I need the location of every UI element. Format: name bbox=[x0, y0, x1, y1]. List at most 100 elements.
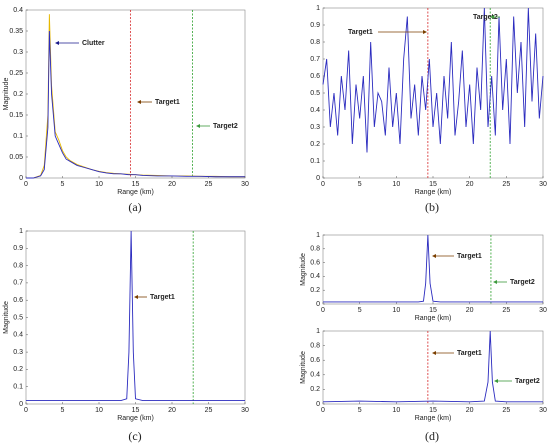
data-line bbox=[26, 30, 245, 179]
x-tick-label: 0 bbox=[321, 307, 325, 314]
arrow-head bbox=[134, 295, 138, 299]
x-axis-label: Range (km) bbox=[117, 415, 154, 422]
y-tick-label: 0 bbox=[19, 175, 23, 182]
plot-area bbox=[25, 9, 246, 179]
y-tick-label: 0.8 bbox=[13, 262, 23, 269]
annotation: Target2 bbox=[213, 123, 238, 130]
annotation: Target1 bbox=[457, 350, 482, 357]
y-tick-label: 0.1 bbox=[310, 158, 320, 165]
y-tick-label: 0.9 bbox=[310, 22, 320, 29]
x-axis-label: Range (km) bbox=[415, 415, 452, 422]
y-tick-label: 0.6 bbox=[13, 297, 23, 304]
y-tick-label: 0.2 bbox=[310, 386, 320, 393]
y-tick-label: 0.4 bbox=[13, 7, 23, 14]
x-tick-label: 20 bbox=[466, 307, 474, 314]
y-tick-label: 0.05 bbox=[9, 154, 23, 161]
arrow-head bbox=[432, 254, 436, 258]
arrow-head bbox=[196, 124, 200, 128]
arrow-head bbox=[55, 41, 59, 45]
y-tick-label: 0.8 bbox=[310, 246, 320, 253]
y-tick-label: 0.4 bbox=[13, 332, 23, 339]
arrow-head bbox=[493, 280, 497, 284]
y-tick-label: 0.6 bbox=[310, 73, 320, 80]
data-line bbox=[322, 330, 543, 403]
data-line bbox=[323, 234, 543, 303]
x-tick-label: 5 bbox=[358, 181, 362, 188]
y-tick-label: 0.5 bbox=[310, 90, 320, 97]
y-tick-label: 0.3 bbox=[13, 349, 23, 356]
x-axis-label: Range (km) bbox=[117, 189, 154, 196]
x-tick-label: 20 bbox=[168, 407, 176, 414]
y-tick-label: 0.6 bbox=[310, 357, 320, 364]
y-tick-label: 0 bbox=[316, 175, 320, 182]
y-tick-label: 0.3 bbox=[13, 49, 23, 56]
y-tick-label: 0 bbox=[316, 401, 320, 408]
y-tick-label: 0 bbox=[316, 301, 320, 308]
y-tick-label: 0.7 bbox=[13, 280, 23, 287]
y-axis-label: Magnitude bbox=[300, 253, 307, 286]
y-tick-label: 0.6 bbox=[310, 259, 320, 266]
x-tick-label: 25 bbox=[205, 407, 213, 414]
x-tick-label: 25 bbox=[205, 181, 213, 188]
x-axis-label: Range (km) bbox=[415, 189, 452, 196]
x-axis-label: Range (km) bbox=[415, 315, 452, 322]
x-tick-label: 10 bbox=[392, 307, 400, 314]
annotation: Target2 bbox=[510, 279, 535, 286]
x-tick-label: 15 bbox=[429, 407, 437, 414]
x-tick-label: 25 bbox=[502, 407, 510, 414]
annotation: Target2 bbox=[515, 378, 540, 385]
y-tick-label: 0.5 bbox=[13, 314, 23, 321]
y-tick-label: 0.25 bbox=[9, 70, 23, 77]
panel-label: (d) bbox=[425, 429, 439, 443]
y-tick-label: 0.4 bbox=[310, 273, 320, 280]
x-tick-label: 0 bbox=[24, 181, 28, 188]
data-line bbox=[322, 7, 544, 153]
plot-area bbox=[322, 330, 544, 405]
y-tick-label: 0.1 bbox=[13, 384, 23, 391]
y-tick-label: 1 bbox=[316, 232, 320, 239]
panel-label: (b) bbox=[425, 200, 439, 214]
y-tick-label: 0.2 bbox=[13, 366, 23, 373]
x-tick-label: 0 bbox=[24, 407, 28, 414]
y-tick-label: 0.2 bbox=[310, 287, 320, 294]
annotation: Target1 bbox=[348, 29, 373, 36]
y-tick-label: 0.9 bbox=[13, 245, 23, 252]
y-tick-label: 0.2 bbox=[310, 141, 320, 148]
annotation: Target1 bbox=[155, 99, 180, 106]
x-tick-label: 5 bbox=[358, 407, 362, 414]
annotation: Target1 bbox=[150, 294, 175, 301]
y-tick-label: 0.15 bbox=[9, 112, 23, 119]
y-axis-label: Magnitude bbox=[3, 301, 10, 334]
x-tick-label: 10 bbox=[392, 181, 400, 188]
y-tick-label: 0.8 bbox=[310, 39, 320, 46]
y-tick-label: 0.35 bbox=[9, 28, 23, 35]
annotation: Target1 bbox=[457, 253, 482, 260]
y-tick-label: 0.7 bbox=[310, 56, 320, 63]
x-tick-label: 5 bbox=[358, 307, 362, 314]
x-tick-label: 20 bbox=[466, 407, 474, 414]
data-line bbox=[26, 230, 245, 401]
x-tick-label: 30 bbox=[539, 307, 547, 314]
x-tick-label: 5 bbox=[61, 181, 65, 188]
y-tick-label: 0.3 bbox=[310, 124, 320, 131]
y-tick-label: 1 bbox=[316, 328, 320, 335]
x-tick-label: 15 bbox=[429, 307, 437, 314]
panel-label: (c) bbox=[128, 429, 141, 443]
y-tick-label: 0.8 bbox=[310, 342, 320, 349]
annotation: Clutter bbox=[82, 40, 105, 47]
arrow-head bbox=[494, 379, 498, 383]
x-tick-label: 10 bbox=[95, 181, 103, 188]
x-tick-label: 10 bbox=[95, 407, 103, 414]
x-tick-label: 30 bbox=[241, 407, 249, 414]
y-tick-label: 0 bbox=[19, 401, 23, 408]
panel-label: (a) bbox=[128, 200, 141, 214]
x-tick-label: 25 bbox=[502, 181, 510, 188]
x-tick-label: 15 bbox=[429, 181, 437, 188]
x-tick-label: 30 bbox=[539, 407, 547, 414]
x-tick-label: 0 bbox=[321, 181, 325, 188]
y-axis-label: Magnitude bbox=[3, 78, 10, 111]
y-tick-label: 0.1 bbox=[13, 133, 23, 140]
y-tick-label: 0.2 bbox=[13, 91, 23, 98]
plot-area bbox=[322, 234, 544, 305]
